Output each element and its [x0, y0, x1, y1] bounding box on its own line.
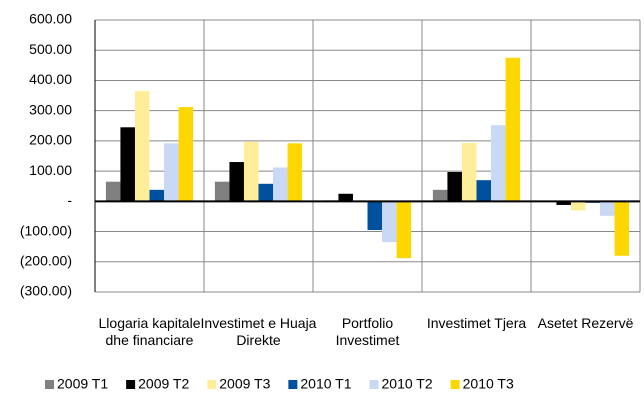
bar — [382, 201, 397, 243]
bar — [570, 201, 586, 211]
bar — [432, 189, 448, 202]
legend-label: 2010 T3 — [463, 376, 514, 392]
x-tick-label: Portfolio Investimet — [335, 315, 400, 348]
y-tick-label: 300.00 — [29, 101, 72, 117]
bar — [243, 141, 259, 202]
legend-label: 2009 T3 — [219, 376, 270, 392]
bar — [600, 201, 615, 216]
legend-label: 2010 T1 — [300, 376, 351, 392]
bar — [273, 167, 288, 202]
bar — [164, 143, 179, 202]
y-tick-label: 100.00 — [29, 162, 72, 178]
legend-swatch — [126, 380, 136, 389]
bar — [178, 107, 194, 202]
bar — [556, 201, 571, 205]
bar — [105, 181, 121, 202]
bar — [614, 201, 630, 256]
bar — [447, 172, 462, 202]
x-tick-label: Llogaria kapitale dhe financiare — [98, 315, 201, 348]
y-tick-label: - — [67, 192, 72, 208]
bar — [214, 181, 230, 202]
legend-swatch — [45, 380, 54, 389]
bar — [476, 180, 492, 202]
y-tick-label: (200.00) — [20, 252, 72, 268]
legend-swatch — [450, 380, 460, 389]
bar — [229, 162, 244, 202]
y-tick-label: (100.00) — [20, 222, 72, 238]
legend-label: 2009 T1 — [57, 376, 108, 392]
legend-label: 2010 T2 — [382, 376, 433, 392]
y-tick-label: 400.00 — [29, 71, 72, 87]
bar — [287, 143, 303, 202]
bar — [149, 189, 165, 202]
legend-swatch — [288, 380, 298, 389]
x-tick-label: Investimet Tjera — [426, 315, 527, 331]
y-tick-label: 500.00 — [29, 41, 72, 57]
x-tick-label: Investimet e Huaja Direkte — [200, 315, 317, 348]
bar — [491, 125, 506, 202]
y-tick-label: 200.00 — [29, 132, 72, 148]
legend-label: 2009 T2 — [138, 376, 189, 392]
bar — [134, 91, 150, 202]
legend-swatch — [207, 380, 217, 389]
bar — [258, 183, 274, 202]
x-tick-label: Asetet Rezervë — [537, 315, 634, 331]
bar — [338, 193, 353, 202]
y-tick-label: (300.00) — [20, 283, 72, 299]
y-tick-label: 600.00 — [29, 11, 72, 27]
bar — [120, 127, 135, 202]
bar — [367, 201, 383, 231]
bar — [461, 143, 477, 202]
bar — [396, 201, 412, 259]
bar — [505, 57, 521, 202]
legend-swatch — [369, 380, 379, 389]
